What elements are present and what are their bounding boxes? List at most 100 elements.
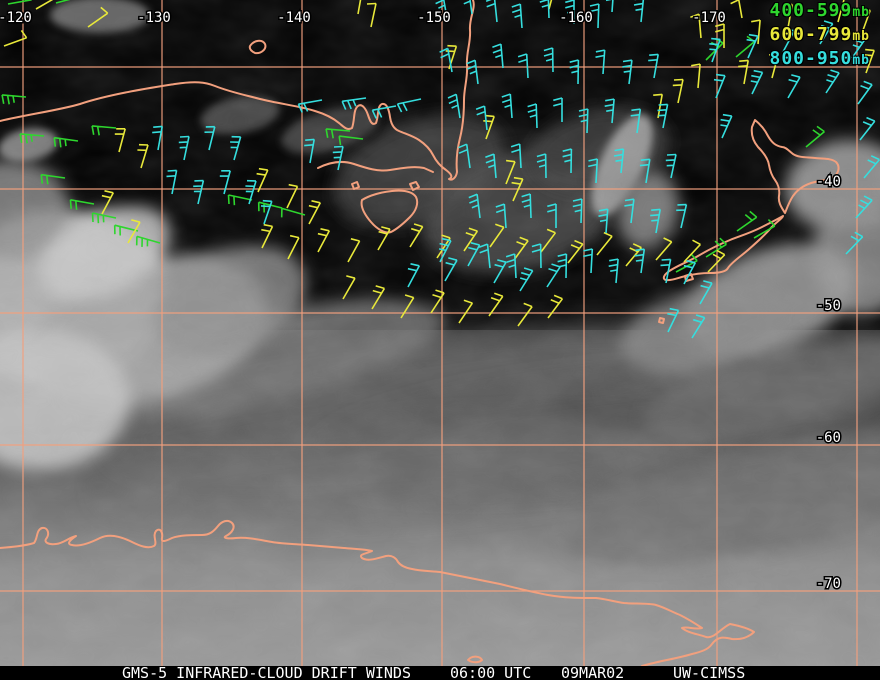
wind-barb xyxy=(261,223,274,249)
legend-item-800-950: 800-950mb xyxy=(769,48,870,72)
wind-barb xyxy=(543,47,554,73)
coastline-nz-north-island xyxy=(750,119,840,214)
wind-barb xyxy=(467,242,481,267)
wind-barb xyxy=(517,302,533,327)
wind-barb xyxy=(709,37,721,63)
wind-barb xyxy=(475,105,488,131)
wind-barb xyxy=(371,285,386,310)
legend-item-600-799: 600-799mb xyxy=(769,24,870,48)
wind-barb xyxy=(782,3,793,29)
wind-barb xyxy=(699,280,713,305)
wind-barb xyxy=(505,159,516,185)
wind-barb xyxy=(458,299,474,324)
observation-time: 06:00 UTC xyxy=(450,664,532,680)
wind-barb xyxy=(366,2,377,28)
wind-barb xyxy=(501,93,513,119)
wind-barb xyxy=(851,34,867,59)
wind-barb xyxy=(683,239,701,263)
wind-barb xyxy=(567,239,584,264)
wind-barb xyxy=(527,103,538,129)
wind-barb xyxy=(35,0,54,10)
legend-range: 400-599 xyxy=(769,0,853,21)
wind-barb xyxy=(589,3,600,29)
wind-barb xyxy=(495,203,507,229)
wind-barb xyxy=(219,170,231,195)
wind-barb xyxy=(19,133,45,144)
latitude-label: -40 xyxy=(816,174,841,190)
wind-barb xyxy=(137,143,149,169)
wind-barb xyxy=(55,0,71,4)
wind-barb xyxy=(377,226,391,251)
wind-barb xyxy=(650,208,661,234)
wind-barb xyxy=(859,116,876,141)
wind-barb xyxy=(407,263,421,288)
wind-barb xyxy=(492,43,504,69)
wind-barb xyxy=(463,0,473,15)
wind-barb xyxy=(655,237,673,261)
satellite-map: -120 -130 -140 -150 -160 -170 -40 -50 -60 -70 xyxy=(0,0,880,666)
wind-barb xyxy=(583,248,594,274)
wind-barb xyxy=(3,29,28,47)
wind-barb xyxy=(746,33,759,59)
wind-barb xyxy=(598,208,609,234)
wind-barb xyxy=(546,263,561,288)
longitude-label: -160 xyxy=(559,10,593,26)
wind-barb xyxy=(317,228,331,253)
wind-barb xyxy=(859,8,871,34)
wind-barb xyxy=(683,260,697,285)
wind-barb xyxy=(705,237,727,258)
wind-barb xyxy=(489,223,505,248)
wind-barb xyxy=(539,0,550,19)
wind-barb xyxy=(750,69,764,95)
wind-barb xyxy=(857,80,873,105)
wind-barb xyxy=(135,235,161,247)
wind-barb xyxy=(87,6,109,28)
wind-barb xyxy=(736,210,758,232)
data-source: UW-CIMSS xyxy=(673,664,746,680)
wind-barb xyxy=(825,69,840,94)
wind-barb xyxy=(444,257,458,282)
wind-barb xyxy=(691,314,706,339)
wind-barb xyxy=(371,105,397,119)
coastline-layer xyxy=(0,0,840,666)
wind-barb xyxy=(660,258,672,284)
wind-barb xyxy=(613,148,625,174)
coastline-king-island xyxy=(351,181,360,190)
wind-barb xyxy=(178,135,190,161)
wind-barb xyxy=(608,258,619,284)
wind-barb xyxy=(193,179,205,205)
coastline-flinders-island xyxy=(409,181,420,191)
windbarb-layer xyxy=(1,0,880,339)
wind-barb xyxy=(400,294,415,319)
wind-barb xyxy=(332,145,344,171)
wind-barb xyxy=(166,169,178,195)
wind-barb xyxy=(707,249,726,273)
wind-barb xyxy=(691,63,701,89)
wind-barb xyxy=(540,228,557,253)
wind-barb xyxy=(531,243,542,269)
wind-barb xyxy=(101,190,115,215)
wind-barb xyxy=(557,253,568,279)
wind-barb xyxy=(622,59,633,85)
grid-label-layer: -120 -130 -140 -150 -160 -170 -40 -50 -60 -70 xyxy=(0,9,843,594)
wind-barb xyxy=(485,153,497,179)
longitude-label: -120 xyxy=(0,10,32,26)
wind-barb xyxy=(91,125,117,136)
wind-barb xyxy=(633,0,645,23)
wind-barb xyxy=(569,59,580,85)
wind-barb xyxy=(280,207,306,218)
wind-barb xyxy=(511,176,524,202)
wind-barb xyxy=(505,253,517,279)
wind-barb xyxy=(769,54,779,79)
wind-barb xyxy=(855,195,873,219)
wind-barb xyxy=(409,223,424,248)
legend-range: 800-950 xyxy=(769,48,853,69)
windbarbs-600-799mb xyxy=(3,0,875,327)
wind-barb xyxy=(297,99,323,113)
wind-barb xyxy=(547,294,564,319)
wind-barb xyxy=(466,59,479,85)
wind-barb xyxy=(845,231,864,255)
wind-barb xyxy=(286,183,299,209)
wind-barb xyxy=(562,148,573,174)
